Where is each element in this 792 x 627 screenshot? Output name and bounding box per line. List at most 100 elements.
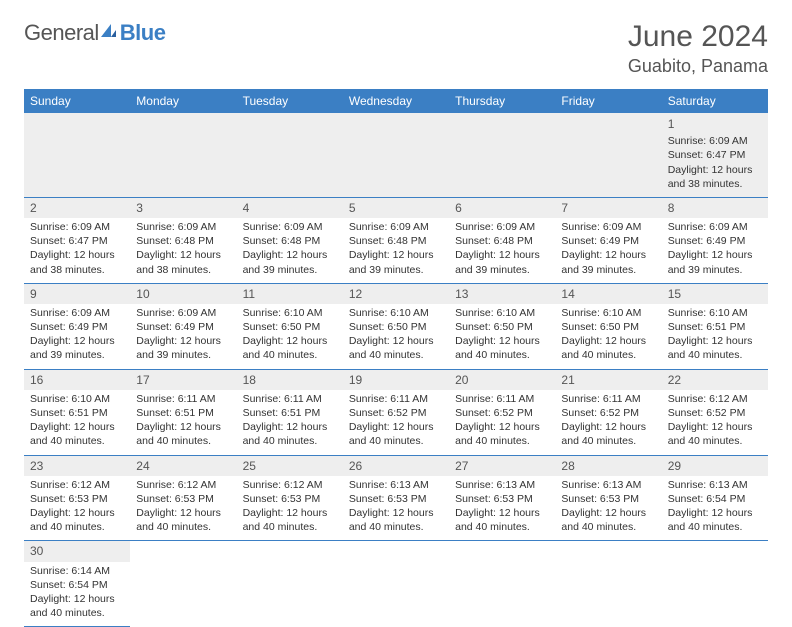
sunset-text: Sunset: 6:48 PM	[136, 234, 230, 248]
sunset-text: Sunset: 6:52 PM	[349, 406, 443, 420]
day-details: Sunrise: 6:10 AMSunset: 6:50 PMDaylight:…	[243, 306, 337, 363]
calendar-cell: 17Sunrise: 6:11 AMSunset: 6:51 PMDayligh…	[130, 369, 236, 455]
sunrise-text: Sunrise: 6:12 AM	[136, 478, 230, 492]
calendar-cell: 5Sunrise: 6:09 AMSunset: 6:48 PMDaylight…	[343, 197, 449, 283]
daylight-text: Daylight: 12 hours and 40 minutes.	[243, 334, 337, 362]
daylight-text: Daylight: 12 hours and 39 minutes.	[668, 248, 762, 276]
sunset-text: Sunset: 6:51 PM	[30, 406, 124, 420]
sunset-text: Sunset: 6:53 PM	[349, 492, 443, 506]
sunset-text: Sunset: 6:53 PM	[243, 492, 337, 506]
day-details: Sunrise: 6:12 AMSunset: 6:52 PMDaylight:…	[668, 392, 762, 449]
calendar-cell: 13Sunrise: 6:10 AMSunset: 6:50 PMDayligh…	[449, 283, 555, 369]
daylight-text: Daylight: 12 hours and 39 minutes.	[455, 248, 549, 276]
day-number: 24	[130, 456, 236, 476]
sunset-text: Sunset: 6:50 PM	[349, 320, 443, 334]
day-number: 13	[449, 284, 555, 304]
sunset-text: Sunset: 6:51 PM	[668, 320, 762, 334]
day-details: Sunrise: 6:11 AMSunset: 6:51 PMDaylight:…	[243, 392, 337, 449]
day-number: 4	[237, 198, 343, 218]
daylight-text: Daylight: 12 hours and 39 minutes.	[30, 334, 124, 362]
day-details: Sunrise: 6:09 AMSunset: 6:48 PMDaylight:…	[136, 220, 230, 277]
calendar-cell: 3Sunrise: 6:09 AMSunset: 6:48 PMDaylight…	[130, 197, 236, 283]
day-number: 11	[237, 284, 343, 304]
day-details: Sunrise: 6:10 AMSunset: 6:50 PMDaylight:…	[455, 306, 549, 363]
sunrise-text: Sunrise: 6:09 AM	[243, 220, 337, 234]
calendar-cell	[555, 541, 661, 627]
day-number: 15	[662, 284, 768, 304]
sunset-text: Sunset: 6:47 PM	[30, 234, 124, 248]
daylight-text: Daylight: 12 hours and 38 minutes.	[136, 248, 230, 276]
sunrise-text: Sunrise: 6:11 AM	[349, 392, 443, 406]
sunrise-text: Sunrise: 6:11 AM	[136, 392, 230, 406]
sunset-text: Sunset: 6:54 PM	[30, 578, 124, 592]
sunrise-text: Sunrise: 6:10 AM	[455, 306, 549, 320]
daylight-text: Daylight: 12 hours and 40 minutes.	[455, 506, 549, 534]
sunset-text: Sunset: 6:50 PM	[455, 320, 549, 334]
sunset-text: Sunset: 6:53 PM	[455, 492, 549, 506]
sunset-text: Sunset: 6:49 PM	[561, 234, 655, 248]
day-number: 27	[449, 456, 555, 476]
day-details: Sunrise: 6:13 AMSunset: 6:54 PMDaylight:…	[668, 478, 762, 535]
day-number: 19	[343, 370, 449, 390]
sunrise-text: Sunrise: 6:13 AM	[561, 478, 655, 492]
day-details: Sunrise: 6:10 AMSunset: 6:51 PMDaylight:…	[668, 306, 762, 363]
sunset-text: Sunset: 6:48 PM	[243, 234, 337, 248]
weekday-header: Friday	[555, 89, 661, 113]
day-number: 23	[24, 456, 130, 476]
calendar-cell: 7Sunrise: 6:09 AMSunset: 6:49 PMDaylight…	[555, 197, 661, 283]
day-number: 17	[130, 370, 236, 390]
day-number: 16	[24, 370, 130, 390]
day-number: 28	[555, 456, 661, 476]
daylight-text: Daylight: 12 hours and 40 minutes.	[30, 506, 124, 534]
calendar-cell: 19 Sunrise: 6:11 AMSunset: 6:52 PMDayligh…	[343, 369, 449, 455]
day-details: Sunrise: 6:09 AMSunset: 6:47 PMDaylight:…	[30, 220, 124, 277]
day-details: Sunrise: 6:11 AMSunset: 6:52 PMDaylight:…	[561, 392, 655, 449]
sunset-text: Sunset: 6:51 PM	[243, 406, 337, 420]
calendar-week-row: 1Sunrise: 6:09 AMSunset: 6:47 PMDaylight…	[24, 113, 768, 197]
calendar-cell	[24, 113, 130, 197]
calendar-cell: 6Sunrise: 6:09 AMSunset: 6:48 PMDaylight…	[449, 197, 555, 283]
daylight-text: Daylight: 12 hours and 40 minutes.	[349, 506, 443, 534]
calendar-cell: 23Sunrise: 6:12 AMSunset: 6:53 PMDayligh…	[24, 455, 130, 541]
sunset-text: Sunset: 6:47 PM	[668, 148, 762, 162]
sunrise-text: Sunrise: 6:13 AM	[455, 478, 549, 492]
sunrise-text: Sunrise: 6:12 AM	[30, 478, 124, 492]
daylight-text: Daylight: 12 hours and 40 minutes.	[136, 506, 230, 534]
daylight-text: Daylight: 12 hours and 40 minutes.	[349, 334, 443, 362]
day-number: 5	[343, 198, 449, 218]
day-number: 10	[130, 284, 236, 304]
daylight-text: Daylight: 12 hours and 40 minutes.	[30, 420, 124, 448]
sail-icon	[98, 20, 118, 46]
day-details: Sunrise: 6:10 AMSunset: 6:50 PMDaylight:…	[349, 306, 443, 363]
daylight-text: Daylight: 12 hours and 39 minutes.	[243, 248, 337, 276]
sunrise-text: Sunrise: 6:12 AM	[668, 392, 762, 406]
day-details: Sunrise: 6:09 AMSunset: 6:49 PMDaylight:…	[668, 220, 762, 277]
calendar-week-row: 9Sunrise: 6:09 AMSunset: 6:49 PMDaylight…	[24, 283, 768, 369]
daylight-text: Daylight: 12 hours and 38 minutes.	[30, 248, 124, 276]
weekday-header: Monday	[130, 89, 236, 113]
calendar-cell: 9Sunrise: 6:09 AMSunset: 6:49 PMDaylight…	[24, 283, 130, 369]
day-details: Sunrise: 6:09 AMSunset: 6:49 PMDaylight:…	[30, 306, 124, 363]
daylight-text: Daylight: 12 hours and 40 minutes.	[455, 334, 549, 362]
calendar-cell: 16 Sunrise: 6:10 AMSunset: 6:51 PMDayligh…	[24, 369, 130, 455]
sunrise-text: Sunrise: 6:09 AM	[668, 220, 762, 234]
calendar-cell: 30Sunrise: 6:14 AMSunset: 6:54 PMDayligh…	[24, 541, 130, 627]
day-number: 29	[662, 456, 768, 476]
daylight-text: Daylight: 12 hours and 40 minutes.	[349, 420, 443, 448]
sunset-text: Sunset: 6:49 PM	[30, 320, 124, 334]
brand-part2: Blue	[120, 20, 166, 46]
sunrise-text: Sunrise: 6:09 AM	[30, 220, 124, 234]
sunrise-text: Sunrise: 6:12 AM	[243, 478, 337, 492]
daylight-text: Daylight: 12 hours and 40 minutes.	[668, 506, 762, 534]
daylight-text: Daylight: 12 hours and 40 minutes.	[561, 334, 655, 362]
sunrise-text: Sunrise: 6:10 AM	[243, 306, 337, 320]
sunrise-text: Sunrise: 6:09 AM	[136, 220, 230, 234]
day-details: Sunrise: 6:09 AMSunset: 6:47 PMDaylight:…	[668, 134, 762, 191]
calendar-cell	[555, 113, 661, 197]
sunrise-text: Sunrise: 6:10 AM	[30, 392, 124, 406]
calendar-cell: 10Sunrise: 6:09 AMSunset: 6:49 PMDayligh…	[130, 283, 236, 369]
daylight-text: Daylight: 12 hours and 38 minutes.	[668, 163, 762, 191]
calendar-cell: 26Sunrise: 6:13 AMSunset: 6:53 PMDayligh…	[343, 455, 449, 541]
calendar-cell: 22Sunrise: 6:12 AMSunset: 6:52 PMDayligh…	[662, 369, 768, 455]
calendar-week-row: 23Sunrise: 6:12 AMSunset: 6:53 PMDayligh…	[24, 455, 768, 541]
